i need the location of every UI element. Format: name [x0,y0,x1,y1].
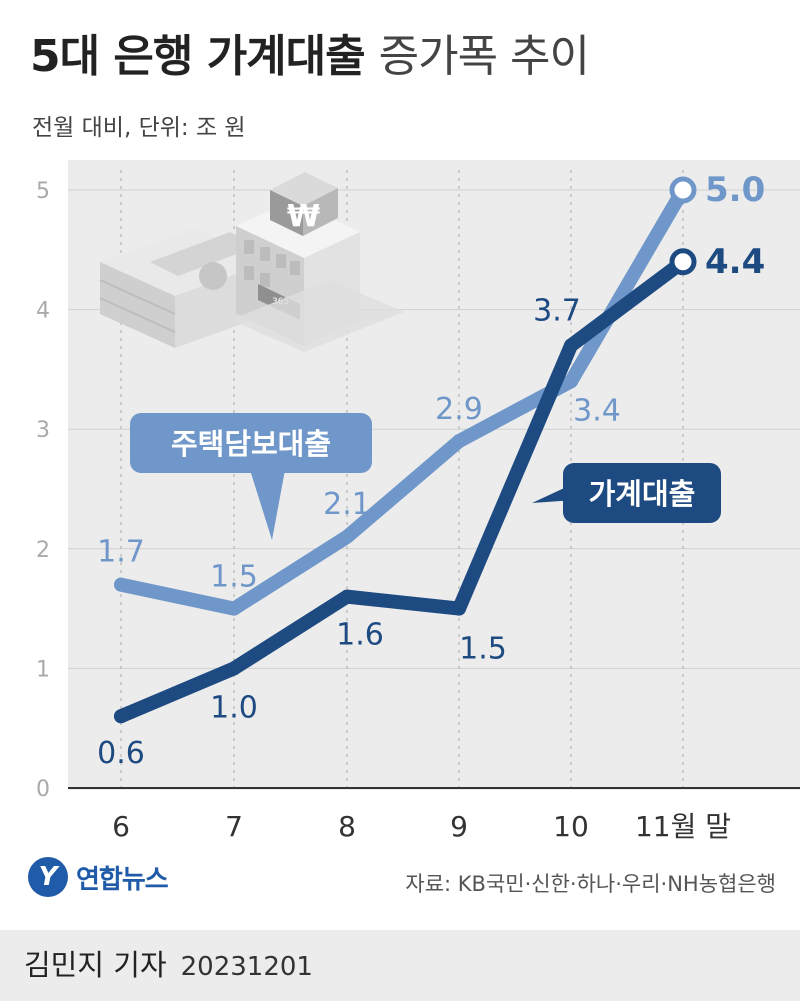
legend-box [130,413,372,473]
data-label: 4.4 [705,242,765,282]
data-label: 2.1 [323,487,371,522]
axes: 0 1 2 3 4 5 6 7 8 9 10 11월 말 [36,179,800,843]
bank-building-money-icon: 365 ₩ [99,172,404,352]
x-tick-label: 7 [225,810,243,843]
y-tick-label: 5 [36,179,50,204]
y-tick-label: 2 [36,538,50,563]
x-tick-label: 8 [338,810,356,843]
footer-band [0,930,800,1001]
series-line-mortgage [114,183,690,616]
x-tick-label: 10 [553,810,589,843]
data-label: 1.5 [210,560,258,595]
data-label: 0.6 [97,736,145,771]
source-note: 자료: KB국민·신한·하나·우리·NH농협은행 [405,872,776,896]
data-point [340,589,354,604]
legend-label: 주택담보대출 [171,427,331,461]
unit-subtitle: 전월 대비, 단위: 조 원 [32,115,246,141]
data-point [340,529,354,544]
x-tick-label: 9 [450,810,468,843]
data-label: 1.7 [97,535,145,570]
publish-date: 20231201 [180,952,313,982]
series-layer [114,176,697,724]
data-point [452,434,466,449]
grid-lines [68,170,800,788]
logo-text: 연합뉴스 [76,864,169,895]
data-point [114,709,128,724]
yonhap-logo-icon: Y [28,857,68,897]
data-label: 3.7 [533,293,581,328]
x-tick-label: 11월 말 [635,810,731,843]
data-point [227,661,241,676]
y-tick-label: 1 [36,657,50,682]
byline: 김민지 기자 20231201 [24,942,313,984]
x-tick-label: 6 [112,810,130,843]
title-light: 증가폭 추이 [378,31,590,82]
callout-tail [250,470,285,540]
won-sign: ₩ [287,199,320,234]
legend-box [563,463,721,523]
data-point [227,601,241,616]
data-point [669,176,697,204]
data-label: 3.4 [573,393,621,428]
series-line-household [114,254,690,724]
data-point [564,374,578,389]
data-label: 5.0 [705,170,765,210]
data-point [452,601,466,616]
data-point [564,338,578,353]
yonhap-logo: Y 연합뉴스 [28,857,169,897]
page-title: 5대 은행 가계대출 증가폭 추이 [30,20,590,84]
legend-label: 가계대출 [589,477,696,511]
data-labels: 1.7 1.5 2.1 2.9 3.4 5.0 0.6 1.0 1.6 1.5 3.7 4.4 [97,170,765,771]
y-tick-label: 0 [36,777,50,802]
data-point [114,577,128,592]
data-label: 1.5 [459,632,507,667]
data-label: 1.6 [336,618,384,653]
data-label: 2.9 [435,392,483,427]
data-point [669,248,697,276]
y-tick-label: 3 [36,418,50,443]
title-bold: 5대 은행 가계대출 [30,31,366,82]
y-tick-label: 4 [36,299,50,324]
reporter-name: 김민지 기자 [24,948,167,982]
data-label: 1.0 [210,690,258,725]
